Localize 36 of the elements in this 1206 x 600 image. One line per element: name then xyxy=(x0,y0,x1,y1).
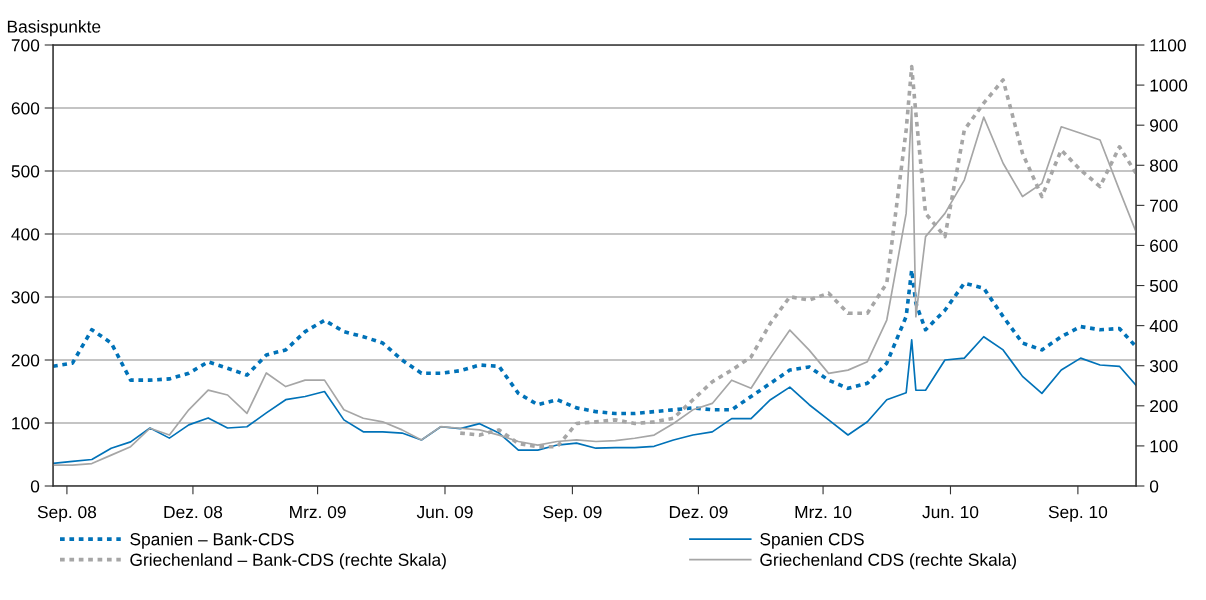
y-tick-label: 300 xyxy=(11,291,40,304)
x-tick-label: Dez. 09 xyxy=(669,505,728,519)
x-tick-label: Dez. 08 xyxy=(164,505,223,519)
y-tick-label: 100 xyxy=(12,417,40,430)
y2-tick-label: 300 xyxy=(1149,359,1178,373)
y-axis-title: Basispunkte xyxy=(7,20,101,37)
y2-tick-label: 1000 xyxy=(1150,79,1188,92)
y2-tick-label: 100 xyxy=(1150,440,1178,453)
x-tick-label: Sep. 10 xyxy=(1048,505,1108,522)
y-tick-label: 500 xyxy=(11,165,40,178)
x-tick-label: Sep. 08 xyxy=(37,505,97,522)
x-tick-label: Sep. 09 xyxy=(543,505,602,522)
legend-label: Spanien – Bank-CDS xyxy=(130,532,294,549)
y2-tick-label: 500 xyxy=(1149,279,1178,293)
legend-label: Spanien CDS xyxy=(760,532,864,549)
y2-tick-label: 1100 xyxy=(1150,39,1186,52)
y2-tick-label: 0 xyxy=(1149,480,1159,493)
x-tick-label: Mrz. 09 xyxy=(290,505,346,519)
x-tick-label: Mrz. 10 xyxy=(795,505,852,519)
y-tick-label: 600 xyxy=(11,102,40,115)
y-tick-label: 200 xyxy=(11,354,40,367)
line-series xyxy=(53,268,1137,416)
line-series xyxy=(53,335,1137,465)
y2-tick-label: 900 xyxy=(1150,119,1178,132)
y-tick-label: 700 xyxy=(11,39,40,52)
legend-label: Griechenland CDS (rechte Skala) xyxy=(760,553,1016,570)
x-tick-label: Jun. 09 xyxy=(416,505,473,519)
x-tick-label: Jun. 10 xyxy=(922,505,979,519)
y2-tick-label: 800 xyxy=(1150,159,1178,172)
y2-tick-label: 200 xyxy=(1150,399,1178,413)
y-tick-label: 0 xyxy=(30,480,40,493)
y2-tick-label: 400 xyxy=(1149,319,1178,333)
y2-tick-label: 700 xyxy=(1150,199,1178,212)
legend-label: Griechenland – Bank-CDS (rechte Skala) xyxy=(130,553,446,570)
y2-tick-label: 600 xyxy=(1150,239,1178,252)
y-tick-label: 400 xyxy=(11,228,40,241)
